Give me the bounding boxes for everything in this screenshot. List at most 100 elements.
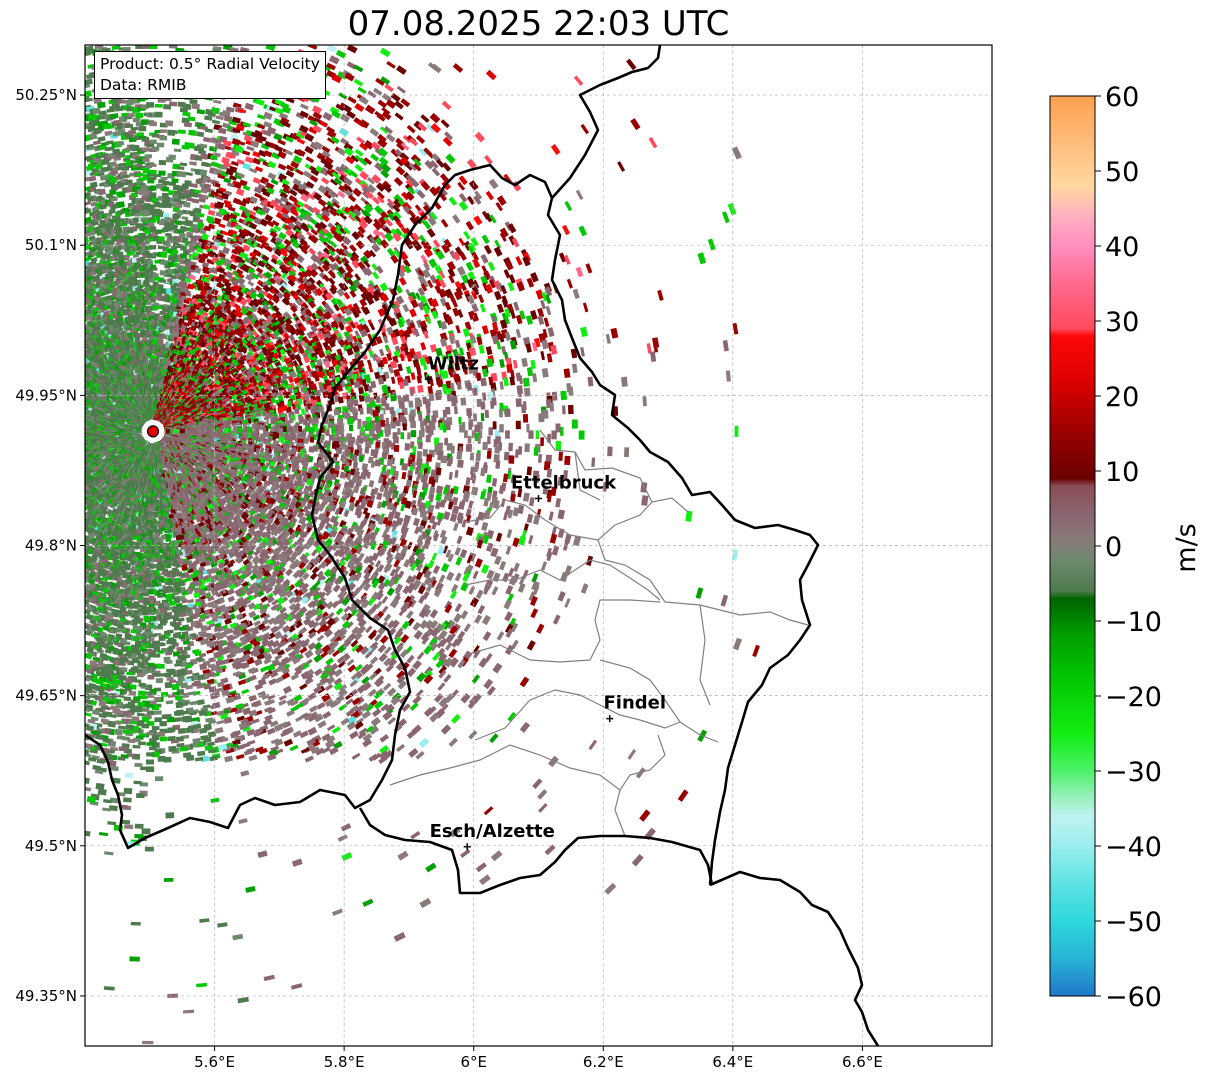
echo-gate (503, 451, 510, 461)
echo-gate (151, 726, 160, 731)
echo-gate (393, 436, 399, 444)
echo-gate (176, 742, 185, 748)
echo-gate (166, 676, 174, 682)
echo-gate (161, 714, 170, 720)
echo-gate (508, 442, 513, 452)
echo-gate (558, 451, 563, 461)
echo-gate (325, 429, 330, 436)
echo-gate (578, 430, 585, 440)
echo-gate (381, 452, 388, 460)
echo-gate (488, 427, 493, 436)
echo-gate (494, 445, 501, 454)
echo-gate (168, 745, 177, 752)
echo-gate (169, 621, 177, 626)
echo-gate (161, 571, 168, 576)
echo-gate (404, 443, 411, 451)
echo-gate (440, 455, 448, 464)
echo-gate (167, 735, 176, 742)
echo-gate (540, 437, 545, 447)
echo-gate (469, 452, 475, 461)
echo-gate (446, 458, 452, 467)
echo-gate (146, 742, 155, 746)
echo-gate (136, 793, 145, 799)
echo-gate (410, 430, 417, 438)
echo-gate (163, 656, 171, 663)
echo-gate (143, 615, 150, 622)
echo-gate (495, 460, 501, 469)
echo-gate (474, 464, 479, 473)
echo-gate (477, 435, 481, 444)
echo-gate (303, 437, 309, 444)
echo-gate (372, 433, 379, 441)
echo-gate (416, 457, 423, 466)
echo-gate (175, 658, 183, 664)
echo-gate (493, 454, 500, 463)
echo-gate (591, 457, 596, 468)
echo-gate (401, 462, 409, 471)
echo-gate (517, 446, 523, 455)
echo-gate (185, 726, 194, 734)
echo-gate (375, 441, 381, 449)
echo-gate (154, 710, 162, 715)
echo-gate (141, 828, 151, 835)
echo-gate (365, 441, 372, 449)
echo-gate (551, 430, 557, 440)
echo-gate (171, 683, 180, 691)
echo-gate (623, 447, 630, 458)
echo-gate (272, 434, 276, 441)
echo-gate (323, 441, 327, 449)
echo-gate (163, 877, 174, 882)
echo-gate (155, 678, 163, 684)
echo-gate (535, 430, 540, 440)
echo-gate (560, 426, 564, 436)
echo-gate (166, 668, 174, 673)
echo-gate (159, 736, 168, 742)
echo-gate (524, 443, 530, 453)
echo-gate (166, 639, 174, 645)
echo-gate (397, 427, 401, 435)
echo-gate (526, 466, 533, 476)
echo-gate (407, 432, 411, 440)
echo-gate (358, 437, 364, 444)
echo-gate (154, 717, 162, 723)
echo-gate (138, 741, 146, 746)
echo-gate (154, 696, 162, 701)
echo-gate (374, 459, 382, 467)
echo-gate (734, 425, 739, 437)
echo-gate (309, 436, 315, 443)
echo-gate (505, 430, 510, 439)
echo-gate (393, 444, 400, 452)
echo-gate (340, 433, 345, 440)
echo-gate (182, 1009, 195, 1014)
echo-gate (418, 430, 425, 438)
echo-gate (179, 746, 188, 752)
echo-gate (515, 449, 519, 458)
echo-gate (146, 752, 155, 757)
echo-gate (482, 441, 488, 451)
echo-gate (546, 468, 553, 478)
echo-gate (364, 446, 370, 454)
echo-gate (181, 715, 190, 723)
echo-gate (456, 451, 463, 460)
echo-gate (326, 443, 331, 450)
echo-gate (147, 674, 155, 680)
echo-gate (160, 691, 169, 697)
echo-gate (175, 701, 184, 709)
echo-gate (487, 436, 491, 445)
echo-gate (164, 681, 173, 689)
echo-gate (467, 435, 472, 444)
echo-gate (400, 432, 405, 440)
map-title: 07.08.2025 22:03 UTC (347, 4, 730, 44)
echo-gate (173, 710, 182, 716)
echo-gate (564, 455, 571, 466)
echo-gate (607, 446, 613, 457)
echo-gate (416, 450, 423, 459)
echo-gate (537, 453, 542, 463)
echo-gate (412, 446, 417, 454)
echo-gate (280, 437, 285, 444)
echo-gate (328, 434, 335, 441)
echo-gate (140, 766, 149, 771)
echo-gate (555, 440, 562, 450)
echo-gate (308, 446, 315, 453)
